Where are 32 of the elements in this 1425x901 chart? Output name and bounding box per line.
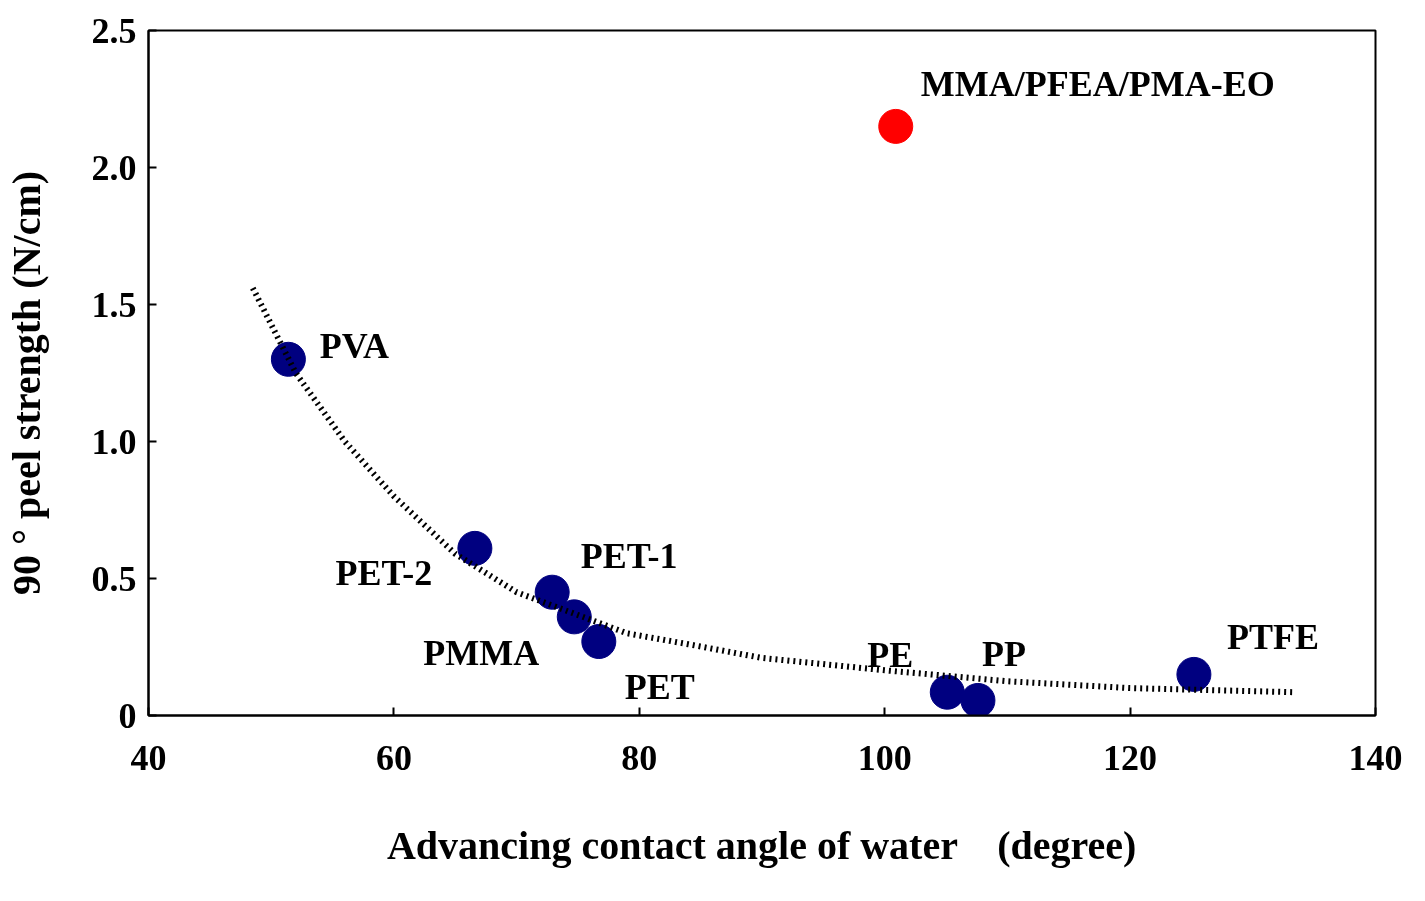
y-tick-label: 2.0: [91, 147, 137, 188]
annotation: PE: [867, 635, 914, 676]
y-tick-label: 2.5: [91, 10, 137, 51]
x-tick-label: 120: [1103, 737, 1158, 778]
point: [960, 682, 996, 716]
point: [581, 624, 617, 659]
x-tick-label: 60: [375, 737, 412, 778]
point: [457, 530, 493, 566]
annotation: PMMA: [423, 632, 540, 673]
point: [534, 574, 570, 610]
point: [929, 674, 965, 710]
x-tick-label: 140: [1348, 737, 1403, 778]
x-tick-label: 40: [130, 737, 167, 778]
y-tick-label: 1.5: [91, 284, 137, 325]
y-tick-label: 1.0: [91, 421, 137, 462]
point: [556, 599, 592, 635]
annotation: PTFE: [1226, 617, 1319, 658]
x-axis-title: Advancing contact angle of water (degree): [386, 822, 1137, 868]
annotation: PET-1: [580, 536, 678, 577]
annotation: MMA/PFEA/PMA-EO: [920, 64, 1275, 105]
point: [270, 341, 306, 377]
annotation: PP: [981, 634, 1026, 675]
x-tick-label: 100: [857, 737, 912, 778]
annotation: PVA: [319, 326, 390, 367]
y-axis-title: 90 ° peel strength (N/cm): [3, 170, 49, 596]
x-tick-label: 80: [621, 737, 658, 778]
annotation: PET-2: [335, 553, 433, 594]
y-tick-label: 0: [118, 695, 137, 736]
point: [1176, 656, 1212, 692]
y-tick-label: 0.5: [91, 558, 137, 599]
point: [878, 108, 914, 144]
annotation: PET: [624, 666, 695, 707]
